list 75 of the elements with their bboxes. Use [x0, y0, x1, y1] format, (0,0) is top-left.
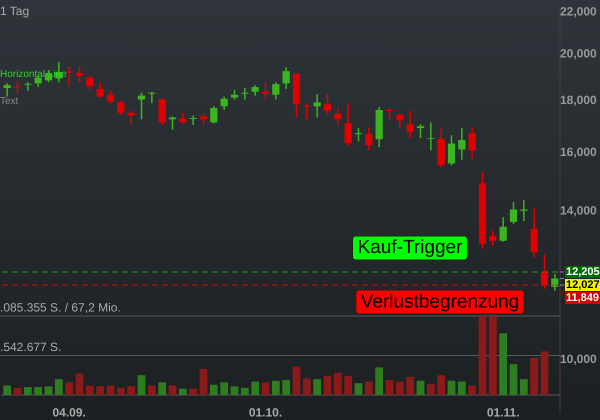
bar: [272, 380, 280, 395]
bar: [396, 382, 404, 395]
bar: [364, 382, 373, 395]
chart-subtitle: 1 Tag: [0, 4, 30, 18]
bar: [96, 386, 104, 395]
bar: [344, 376, 352, 395]
bar: [406, 376, 414, 395]
bar: [386, 380, 394, 395]
text: 11,849: [566, 292, 600, 304]
bar: [138, 375, 146, 395]
x-tick-label: 01.11.: [486, 406, 520, 420]
bar: [220, 382, 228, 395]
bar: [334, 372, 342, 395]
candlestick: [520, 199, 528, 222]
candlestick: [427, 122, 434, 152]
y-tick-label: 18,000: [560, 92, 598, 107]
bar: [282, 380, 290, 395]
bar: [116, 388, 125, 395]
text: 12,205: [566, 266, 600, 278]
bar: [54, 379, 63, 395]
bar: [488, 316, 497, 395]
bar: [34, 387, 42, 395]
bar: [324, 376, 332, 395]
bar: [200, 368, 208, 395]
bar: [262, 382, 270, 395]
bar: [251, 382, 260, 395]
y-tick-label: 10,000: [560, 352, 598, 366]
bar: [14, 388, 22, 395]
bar: [189, 388, 198, 395]
bar: [178, 388, 187, 395]
bar: [437, 375, 446, 395]
bar: [240, 388, 249, 395]
bar: [302, 378, 311, 395]
annotation: Text: [0, 96, 19, 107]
bar: [468, 386, 476, 395]
bar: [127, 386, 136, 395]
candlestick: [128, 110, 135, 126]
bar: [230, 386, 238, 395]
ref-line-label: Kauf-Trigger: [358, 237, 464, 258]
bar: [44, 386, 52, 395]
bar: [540, 352, 548, 395]
ref-line-label: .542.677 S.: [0, 340, 62, 354]
text: 12,027: [566, 279, 600, 291]
bar: [499, 333, 508, 395]
x-tick-label: 01.10.: [248, 406, 282, 420]
ref-line-label: Verlustbegrenzung: [360, 291, 520, 312]
bar: [375, 367, 384, 395]
bar: [416, 380, 424, 395]
y-tick-label: 16,000: [560, 144, 598, 159]
bar: [292, 366, 300, 395]
bar: [158, 382, 166, 395]
bar: [86, 386, 94, 395]
bar: [313, 379, 322, 395]
bar: [168, 386, 176, 395]
y-tick-label: 14,000: [560, 204, 598, 218]
bar: [530, 358, 538, 395]
bar: [106, 386, 114, 395]
bar: [24, 387, 32, 395]
bar: [426, 384, 435, 395]
x-tick-label: 04.09.: [52, 406, 86, 420]
y-tick-label: 20,000: [560, 46, 598, 60]
bar: [65, 382, 74, 395]
bar: [148, 386, 156, 395]
bar: [458, 382, 466, 395]
candlestick: [303, 102, 310, 122]
bar: [3, 386, 12, 395]
bar: [354, 383, 362, 395]
bar: [510, 364, 518, 395]
bar: [478, 316, 486, 395]
bar: [210, 384, 218, 395]
y-tick-label: 22,000: [560, 4, 598, 18]
bar: [448, 380, 456, 395]
bar: [520, 379, 528, 395]
ref-line-label: .085.355 S. / 67,2 Mio.: [0, 300, 121, 314]
bar: [76, 374, 84, 395]
